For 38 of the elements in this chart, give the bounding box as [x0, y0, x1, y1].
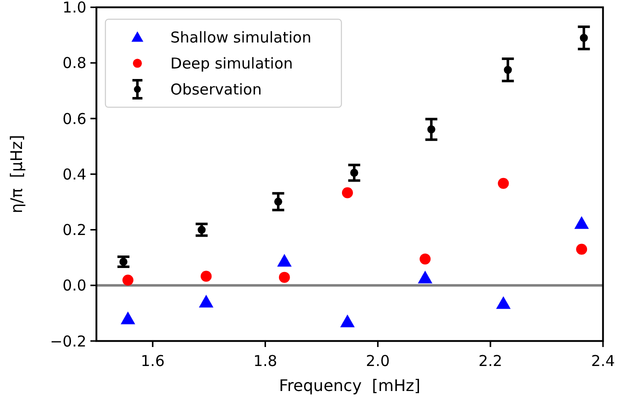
x-tick-label: 1.8 [253, 352, 278, 370]
point [418, 270, 432, 284]
x-axis-title: Frequency [mHz] [279, 376, 420, 395]
x-tick-label: 2.2 [478, 352, 502, 370]
legend-label: Deep simulation [170, 54, 293, 73]
point [580, 34, 588, 42]
point [122, 274, 134, 286]
y-tick-label: 1.0 [62, 0, 86, 17]
y-tick-label: 0.4 [62, 165, 86, 184]
point [574, 216, 589, 229]
point [342, 187, 353, 198]
point [420, 253, 431, 264]
y-tick-label: 0.0 [62, 276, 86, 295]
point [119, 258, 128, 266]
x-tick-label: 1.6 [140, 352, 165, 370]
x-tick-label: 2.4 [591, 352, 615, 370]
point [340, 314, 355, 328]
point [278, 272, 290, 283]
point [498, 178, 509, 189]
point [427, 125, 436, 134]
y-tick-label: −0.2 [50, 332, 86, 350]
point [277, 254, 292, 267]
y-tick-label: 0.6 [62, 110, 86, 128]
legend-label: Shallow simulation [170, 28, 312, 47]
point [198, 294, 214, 308]
point [274, 198, 282, 206]
y-axis-title: η/π [μHz] [7, 134, 26, 214]
point [198, 226, 206, 234]
point [496, 296, 511, 309]
point [200, 270, 212, 282]
point [350, 168, 358, 177]
y-tick-label: 0.8 [62, 54, 86, 72]
x-tick-label: 2.0 [366, 352, 390, 370]
point [576, 244, 588, 255]
point [504, 66, 512, 74]
y-tick-label: 0.2 [62, 221, 86, 240]
legend-label: Observation [170, 80, 262, 99]
point [120, 311, 136, 324]
